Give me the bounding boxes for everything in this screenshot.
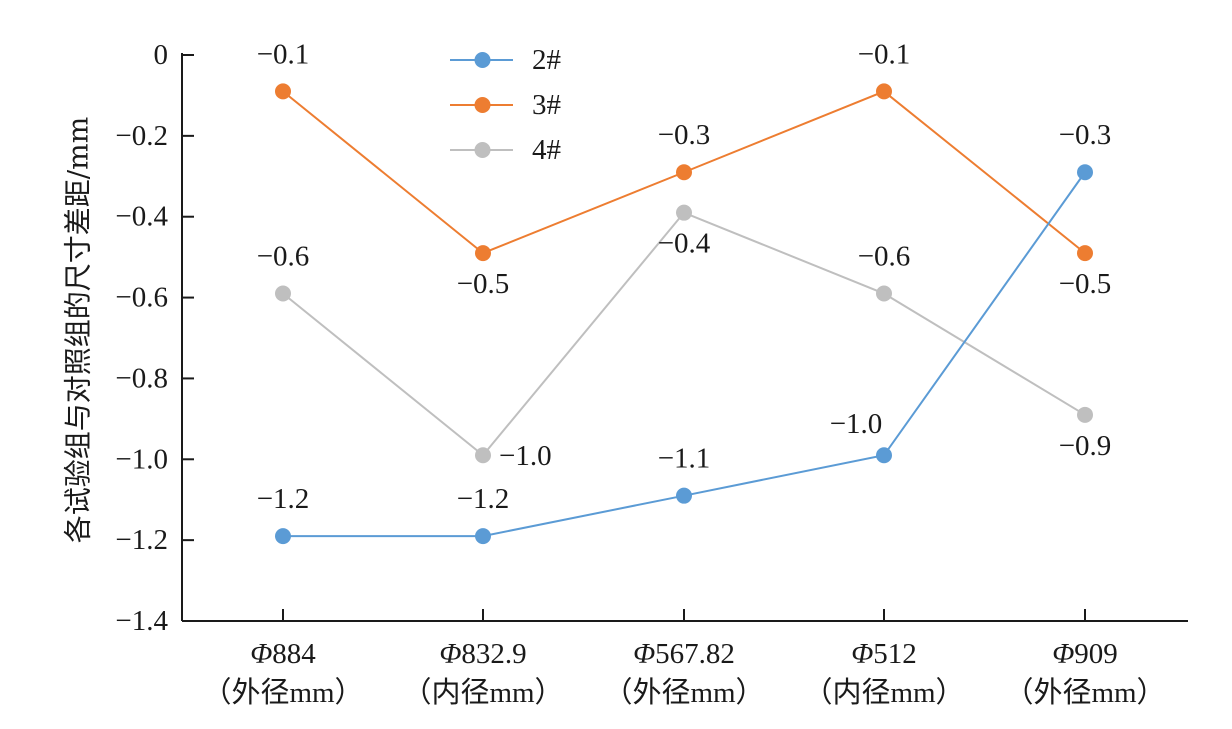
phi-symbol: Φ bbox=[1052, 638, 1074, 670]
x-tick-label: Φ884 bbox=[250, 638, 316, 670]
data-label: −1.0 bbox=[830, 408, 883, 440]
data-point bbox=[876, 83, 892, 100]
phi-symbol: Φ bbox=[250, 638, 272, 670]
x-tick-note: （外径mm） bbox=[603, 676, 764, 709]
data-label: −0.3 bbox=[1059, 119, 1112, 151]
data-point bbox=[475, 447, 491, 464]
data-point bbox=[475, 245, 491, 262]
x-tick-value: 512 bbox=[873, 638, 917, 670]
series-0 bbox=[275, 164, 1093, 545]
y-tick-label: 0 bbox=[154, 39, 169, 71]
x-tick-value: 832.9 bbox=[461, 638, 526, 670]
data-point bbox=[1077, 406, 1093, 423]
data-point bbox=[275, 285, 291, 302]
data-point bbox=[676, 164, 692, 181]
y-tick-label: −0.4 bbox=[115, 201, 168, 233]
data-label: −1.0 bbox=[499, 440, 552, 472]
data-point bbox=[475, 528, 491, 545]
x-tick-note: （外径mm） bbox=[202, 676, 363, 709]
data-labels-2: −0.6 −1.0 −0.4 −0.6 −0.9 bbox=[257, 228, 1112, 473]
data-label: −0.5 bbox=[457, 268, 510, 300]
data-label: −1.2 bbox=[457, 483, 510, 515]
legend-marker bbox=[474, 142, 491, 158]
series-2 bbox=[275, 204, 1093, 464]
y-ticks: 0 −0.2 −0.4 −0.6 −0.8 −1.0 −1.2 −1.4 bbox=[115, 39, 194, 637]
data-label: −1.2 bbox=[257, 483, 310, 515]
series-1 bbox=[275, 83, 1093, 262]
x-tick-value: 884 bbox=[272, 638, 316, 670]
phi-symbol: Φ bbox=[851, 638, 873, 670]
data-label: −0.1 bbox=[257, 38, 310, 70]
x-tick-label: Φ512 bbox=[851, 638, 917, 670]
data-label: −1.1 bbox=[658, 443, 711, 475]
data-point bbox=[876, 447, 892, 464]
data-label: −0.6 bbox=[257, 241, 310, 273]
data-label: −0.3 bbox=[658, 119, 711, 151]
data-point bbox=[876, 285, 892, 302]
y-tick-label: −0.6 bbox=[115, 282, 168, 314]
y-tick-label: −1.2 bbox=[115, 524, 168, 556]
legend-marker bbox=[474, 52, 491, 68]
data-labels-0: −1.2 −1.2 −1.1 −1.0 −0.3 bbox=[257, 119, 1112, 515]
data-point bbox=[1077, 245, 1093, 262]
y-axis-title: 各试验组与对照组的尺寸差距/mm bbox=[62, 117, 95, 544]
x-tick-note: （外径mm） bbox=[1004, 676, 1165, 709]
y-tick-label: −0.8 bbox=[115, 362, 168, 394]
data-point bbox=[275, 528, 291, 545]
data-label: −0.4 bbox=[658, 228, 711, 260]
data-label: −0.5 bbox=[1059, 268, 1112, 300]
data-point bbox=[676, 204, 692, 221]
data-label: −0.6 bbox=[858, 241, 911, 273]
data-label: −0.9 bbox=[1059, 430, 1112, 462]
legend-label: 2# bbox=[532, 44, 561, 76]
x-ticks: Φ884（外径mm）Φ832.9（内径mm）Φ567.82（外径mm）Φ512（… bbox=[202, 609, 1166, 709]
phi-symbol: Φ bbox=[633, 638, 655, 670]
data-point bbox=[676, 487, 692, 504]
y-axis-title-group: 各试验组与对照组的尺寸差距/mm bbox=[62, 117, 95, 544]
x-tick-note: （内径mm） bbox=[402, 676, 563, 709]
y-tick-label: −1.4 bbox=[115, 605, 168, 637]
data-labels-1: −0.1 −0.5 −0.3 −0.1 −0.5 bbox=[257, 38, 1112, 300]
legend: 2# 3# 4# bbox=[450, 44, 561, 166]
x-tick-note: （内径mm） bbox=[803, 676, 964, 709]
data-point bbox=[275, 83, 291, 100]
x-tick-label: Φ909 bbox=[1052, 638, 1118, 670]
data-label: −0.1 bbox=[858, 38, 911, 70]
x-tick-label: Φ832.9 bbox=[439, 638, 526, 670]
y-tick-label: −0.2 bbox=[115, 120, 168, 152]
x-tick-value: 567.82 bbox=[655, 638, 735, 670]
legend-label: 4# bbox=[532, 134, 561, 166]
x-tick-label: Φ567.82 bbox=[633, 638, 735, 670]
data-point bbox=[1077, 164, 1093, 181]
phi-symbol: Φ bbox=[439, 638, 461, 670]
x-tick-value: 909 bbox=[1074, 638, 1118, 670]
legend-marker bbox=[474, 97, 491, 113]
y-tick-label: −1.0 bbox=[115, 443, 168, 475]
series-layer: −1.2 −1.2 −1.1 −1.0 −0.3 −0.1 −0.5 −0.3 −0.1 −0.5… bbox=[257, 38, 1112, 545]
legend-label: 3# bbox=[532, 89, 561, 121]
